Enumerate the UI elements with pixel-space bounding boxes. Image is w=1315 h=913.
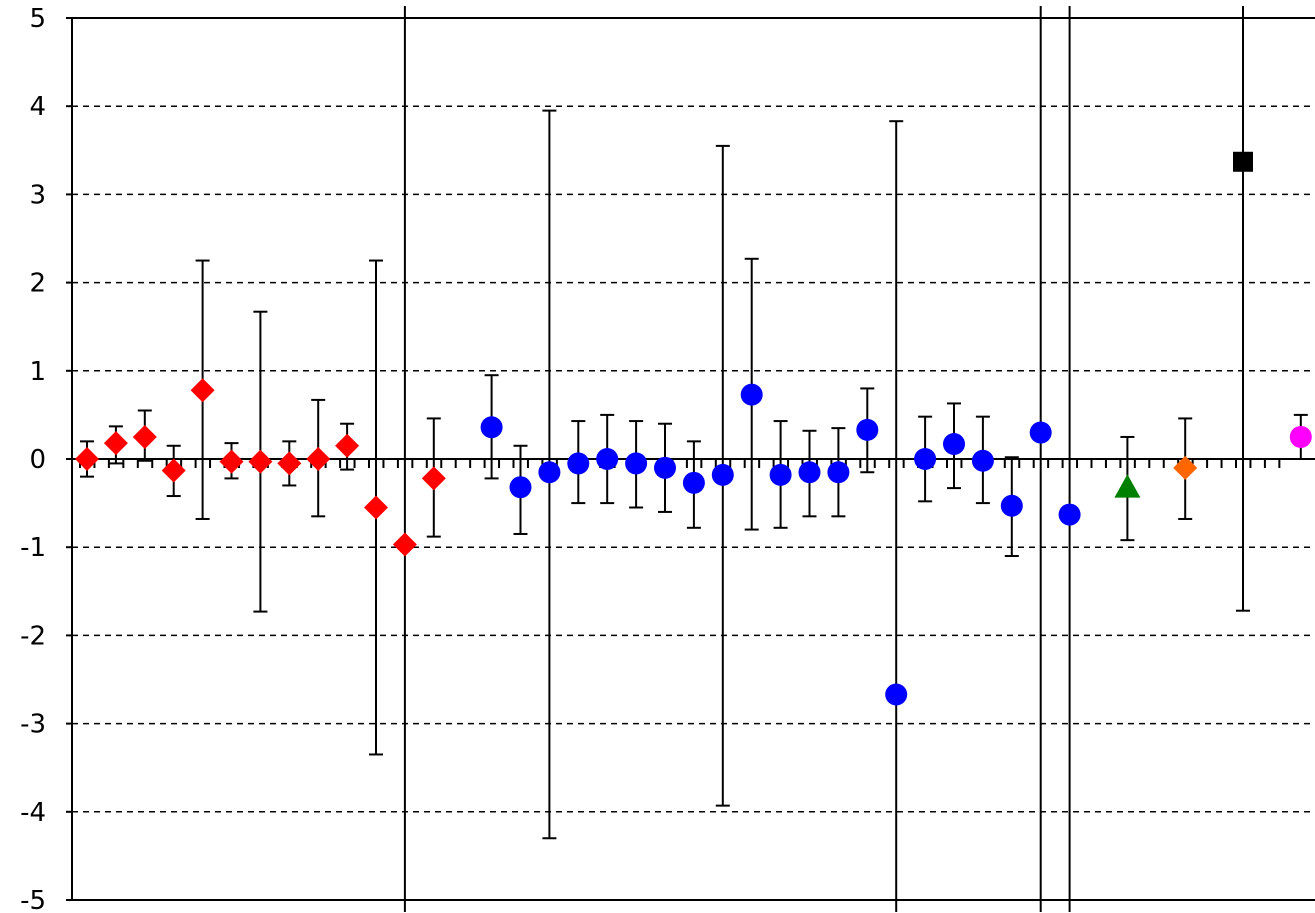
data-point-diamond	[392, 532, 417, 557]
data-point-circle	[1289, 425, 1312, 448]
data-point-circle	[480, 416, 503, 439]
data-point-circle	[971, 449, 994, 472]
data-point-circle	[740, 383, 763, 406]
data-point-circle	[538, 461, 561, 484]
y-tick-label: 0	[29, 445, 46, 475]
y-tick-label: -5	[20, 886, 46, 913]
data-point-circle	[1000, 494, 1023, 517]
y-tick-label: -1	[20, 533, 46, 563]
data-point-diamond	[421, 466, 446, 491]
data-point-diamond	[277, 451, 302, 476]
y-tick-label: 2	[29, 269, 46, 299]
data-point-circle	[1029, 421, 1052, 444]
y-tick-label: 4	[29, 92, 46, 122]
y-tick-label: -2	[20, 621, 46, 651]
data-point-circle	[769, 463, 792, 486]
data-point-triangle	[1114, 474, 1141, 498]
y-tick-label: -3	[20, 710, 46, 740]
data-point-diamond	[103, 431, 128, 456]
data-point-circle	[827, 461, 850, 484]
data-point-square	[1233, 151, 1253, 172]
y-tick-label: 1	[29, 357, 46, 387]
data-point-circle	[625, 452, 648, 475]
data-point-diamond	[364, 495, 388, 520]
data-point-circle	[654, 456, 676, 479]
data-point-circle	[885, 683, 908, 706]
data-point-diamond	[335, 433, 360, 458]
data-point-diamond	[306, 447, 331, 471]
y-tick-label: -4	[20, 798, 46, 828]
data-point-circle	[509, 476, 532, 499]
y-tick-label: 3	[29, 180, 46, 210]
data-point-diamond	[1173, 455, 1198, 480]
data-point-diamond	[161, 458, 186, 483]
data-point-circle	[943, 433, 965, 456]
data-point-diamond	[75, 447, 99, 471]
data-point-circle	[711, 463, 734, 486]
data-point-circle	[914, 448, 937, 470]
data-point-circle	[1058, 503, 1081, 526]
data-point-circle	[682, 471, 705, 494]
data-point-diamond	[132, 424, 157, 449]
data-point-diamond	[190, 378, 215, 403]
y-tick-label: 5	[29, 4, 46, 34]
data-point-circle	[798, 461, 821, 484]
data-point-diamond	[248, 449, 273, 474]
data-point-circle	[596, 448, 619, 470]
data-point-circle	[856, 418, 879, 441]
data-point-diamond	[219, 449, 244, 474]
data-point-circle	[567, 452, 590, 475]
